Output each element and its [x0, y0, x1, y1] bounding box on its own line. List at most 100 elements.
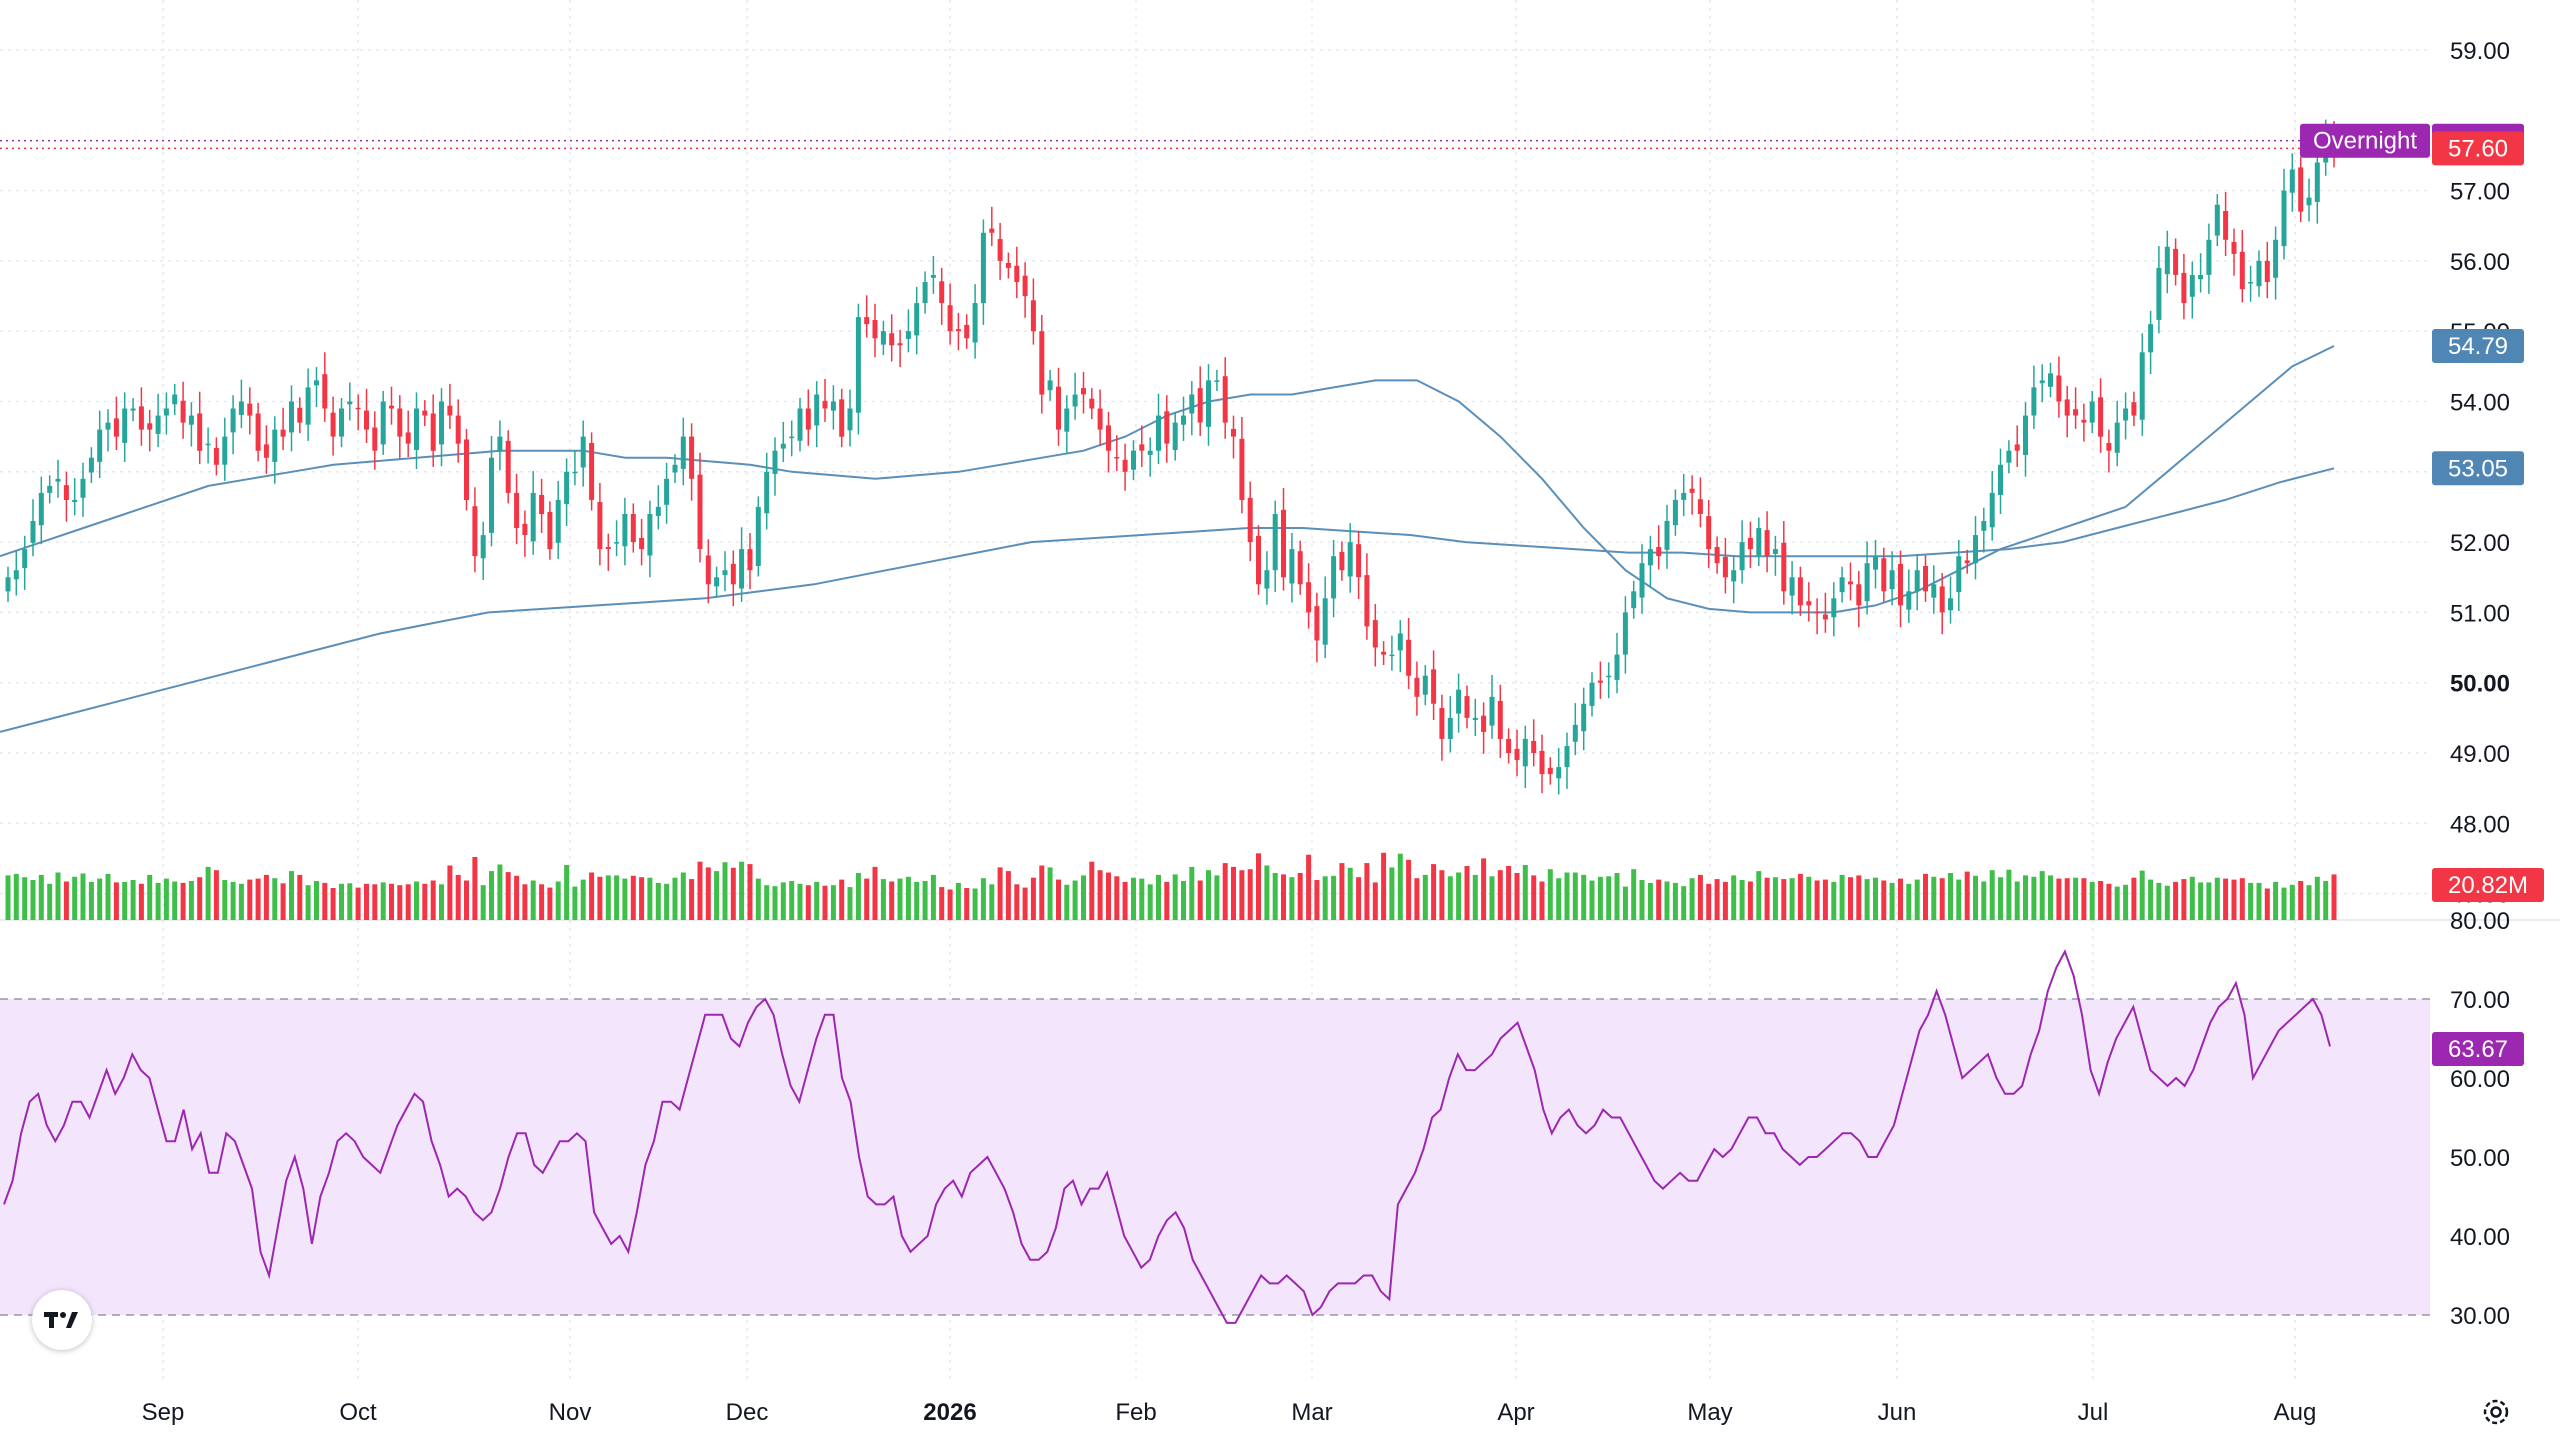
candle-body[interactable] [63, 485, 69, 500]
candle-body[interactable] [705, 555, 711, 585]
candle-body[interactable] [989, 228, 995, 233]
candle-body[interactable] [5, 577, 11, 592]
candle-body[interactable] [2206, 239, 2212, 275]
candle-body[interactable] [1064, 408, 1070, 432]
candle-body[interactable] [1989, 492, 1995, 528]
candle-body[interactable] [1756, 528, 1762, 556]
candle-body[interactable] [222, 436, 228, 465]
candle-body[interactable] [680, 436, 686, 469]
candle-body[interactable] [2048, 373, 2053, 387]
candle-body[interactable] [722, 570, 728, 576]
candle-body[interactable] [1772, 549, 1778, 554]
candle-body[interactable] [1431, 669, 1437, 704]
volume-pane[interactable] [5, 852, 2337, 921]
candle-body[interactable] [122, 408, 128, 443]
candle-body[interactable] [80, 478, 86, 498]
candle-body[interactable] [1106, 425, 1111, 451]
candle-body[interactable] [830, 401, 836, 411]
candle-body[interactable] [2031, 387, 2037, 416]
candle-body[interactable] [2006, 450, 2012, 463]
candle-body[interactable] [1672, 499, 1678, 526]
rsi-pane[interactable] [0, 949, 2430, 1324]
candle-body[interactable] [1914, 570, 1920, 592]
candle-body[interactable] [1964, 560, 1970, 564]
candle-body[interactable] [2131, 402, 2137, 416]
candle-body[interactable] [2214, 204, 2220, 236]
candle-body[interactable] [1564, 746, 1570, 768]
candle-body[interactable] [897, 343, 903, 346]
candle-body[interactable] [105, 422, 111, 430]
candle-body[interactable] [622, 514, 628, 547]
candle-body[interactable] [1131, 450, 1136, 470]
candle-body[interactable] [1556, 767, 1562, 779]
candle-body[interactable] [1147, 450, 1153, 455]
candle-body[interactable] [1047, 380, 1053, 391]
candle-body[interactable] [922, 282, 928, 304]
candle-body[interactable] [655, 506, 661, 516]
candle-body[interactable] [197, 413, 203, 451]
candle-body[interactable] [1806, 601, 1812, 606]
candle-body[interactable] [1948, 598, 1953, 611]
candle-body[interactable] [997, 239, 1003, 261]
candle-body[interactable] [464, 439, 469, 501]
candle-body[interactable] [772, 450, 778, 474]
candle-body[interactable] [188, 415, 194, 425]
candle-body[interactable] [55, 478, 61, 482]
candle-body[interactable] [1389, 654, 1395, 657]
candle-body[interactable] [1497, 701, 1503, 739]
candle-body[interactable] [480, 535, 486, 559]
candle-body[interactable] [964, 324, 970, 339]
candle-body[interactable] [855, 317, 861, 413]
candle-body[interactable] [1381, 651, 1387, 655]
candle-body[interactable] [72, 499, 78, 502]
candle-body[interactable] [2281, 190, 2287, 247]
candle-body[interactable] [1889, 570, 1895, 590]
candle-body[interactable] [1764, 530, 1770, 557]
candle-body[interactable] [1439, 708, 1445, 739]
candle-body[interactable] [547, 511, 553, 550]
candle-body[interactable] [1139, 444, 1145, 451]
candle-body[interactable] [955, 329, 961, 332]
candle-body[interactable] [539, 495, 545, 514]
candle-body[interactable] [1447, 717, 1453, 739]
candle-body[interactable] [647, 514, 653, 556]
candle-body[interactable] [2056, 375, 2062, 402]
candle-body[interactable] [497, 436, 503, 452]
candle-body[interactable] [1647, 549, 1653, 566]
candle-body[interactable] [489, 457, 494, 533]
candle-body[interactable] [272, 429, 278, 462]
candle-body[interactable] [1297, 551, 1303, 585]
candle-body[interactable] [564, 471, 570, 505]
candle-body[interactable] [2314, 162, 2320, 202]
candle-body[interactable] [730, 563, 736, 585]
candle-body[interactable] [30, 521, 36, 543]
candle-body[interactable] [2039, 380, 2045, 384]
candle-body[interactable] [1281, 509, 1286, 578]
candle-body[interactable] [1781, 542, 1787, 592]
candle-body[interactable] [739, 549, 745, 589]
candle-body[interactable] [1005, 263, 1011, 268]
candle-body[interactable] [1164, 411, 1170, 444]
candle-body[interactable] [1597, 680, 1603, 683]
candle-body[interactable] [605, 547, 611, 550]
candle-body[interactable] [1481, 715, 1487, 732]
candle-body[interactable] [280, 429, 286, 437]
candle-body[interactable] [347, 401, 353, 405]
candle-body[interactable] [2231, 241, 2237, 254]
candle-body[interactable] [847, 408, 853, 431]
candle-body[interactable] [1014, 265, 1020, 282]
candle-body[interactable] [514, 492, 520, 528]
candle-body[interactable] [355, 407, 361, 410]
candle-body[interactable] [1547, 767, 1553, 775]
candle-body[interactable] [205, 443, 211, 446]
candle-body[interactable] [1572, 724, 1578, 742]
candle-body[interactable] [2223, 211, 2229, 240]
candle-body[interactable] [2164, 246, 2170, 275]
candle-body[interactable] [2014, 444, 2020, 451]
candle-body[interactable] [972, 303, 978, 343]
candle-body[interactable] [1697, 499, 1703, 514]
candle-body[interactable] [2098, 397, 2104, 437]
candle-body[interactable] [2289, 169, 2295, 193]
candle-body[interactable] [1122, 459, 1128, 472]
candle-body[interactable] [1206, 380, 1211, 427]
